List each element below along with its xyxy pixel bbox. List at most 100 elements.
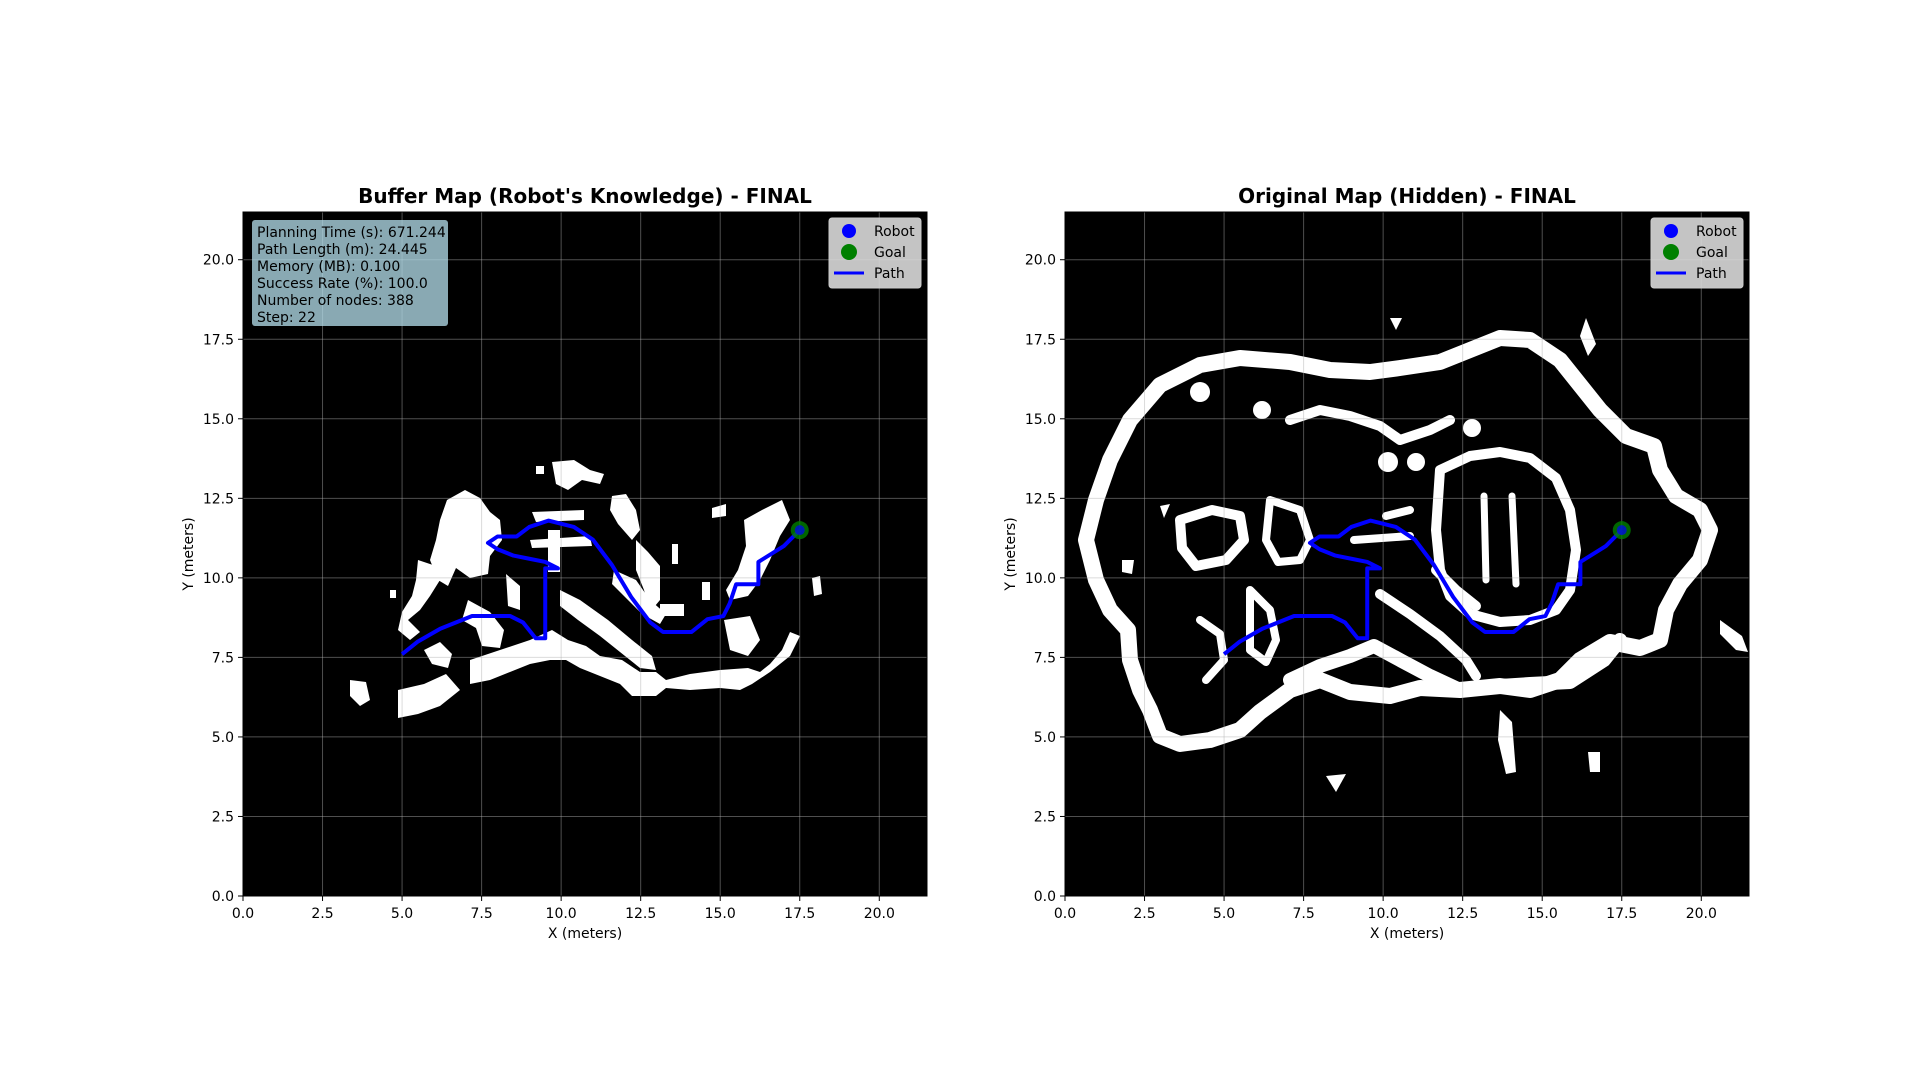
obstacle	[1378, 452, 1398, 472]
obstacle	[1262, 496, 1314, 566]
legend-goal-label: Goal	[874, 245, 906, 261]
legend: Robot Goal Path	[828, 217, 922, 289]
y-axis: 0.0 2.5 5.0 7.5 10.0 12.5 15.0 17.5 20.0	[1025, 253, 1065, 905]
x-tick-label: 2.5	[1133, 906, 1155, 922]
obstacle	[470, 630, 800, 696]
plot-frame	[242, 211, 928, 897]
obstacle	[610, 494, 640, 540]
obstacle	[1190, 382, 1210, 402]
x-tick-label: 2.5	[311, 906, 333, 922]
obstacle	[1350, 532, 1414, 544]
obstacle	[1326, 774, 1346, 792]
info-nodes: Number of nodes: 388	[257, 293, 414, 309]
x-tick-label: 0.0	[232, 906, 254, 922]
obstacle	[536, 466, 544, 474]
x-axis: 0.0 2.5 5.0 7.5 10.0 12.5 15.0 17.5 20.0	[232, 896, 895, 922]
obstacle	[612, 570, 666, 624]
x-tick-label: 20.0	[864, 906, 895, 922]
obstacle	[702, 582, 710, 600]
obstacle	[560, 590, 656, 670]
y-axis: 0.0 2.5 5.0 7.5 10.0 12.5 15.0 17.5 20.0	[203, 253, 243, 905]
obstacle	[672, 544, 678, 564]
obstacle	[1196, 616, 1228, 684]
y-tick-label: 12.5	[203, 491, 234, 507]
x-tick-label: 7.5	[1292, 906, 1314, 922]
obstacle	[424, 642, 452, 668]
obstacle	[532, 510, 584, 522]
chart-title: Original Map (Hidden) - FINAL	[1238, 184, 1576, 208]
obstacle	[812, 576, 822, 596]
legend-robot-icon	[842, 224, 856, 238]
info-box: Planning Time (s): 671.244 Path Length (…	[252, 220, 448, 326]
y-tick-label: 17.5	[203, 332, 234, 348]
obstacle	[1253, 401, 1271, 419]
x-tick-label: 12.5	[1447, 906, 1478, 922]
info-box-bg	[252, 220, 448, 326]
obstacle	[1463, 419, 1481, 437]
obstacle	[548, 530, 560, 572]
y-tick-label: 15.0	[203, 412, 234, 428]
info-success-rate: Success Rate (%): 100.0	[257, 276, 428, 292]
obstacle	[398, 560, 440, 640]
original-map-panel: Original Map (Hidden) - FINAL	[1003, 184, 1750, 942]
x-tick-label: 12.5	[625, 906, 656, 922]
obstacle	[398, 674, 460, 718]
y-tick-label: 5.0	[1034, 730, 1056, 746]
x-tick-label: 10.0	[546, 906, 577, 922]
y-tick-label: 0.0	[1034, 889, 1056, 905]
x-tick-label: 5.0	[391, 906, 413, 922]
obstacle	[1285, 405, 1455, 445]
x-tick-label: 15.0	[1527, 906, 1558, 922]
y-tick-label: 12.5	[1025, 491, 1056, 507]
obstacle	[636, 540, 660, 612]
y-tick-label: 5.0	[212, 730, 234, 746]
x-tick-label: 5.0	[1213, 906, 1235, 922]
robot-marker	[794, 525, 805, 536]
legend-robot-label: Robot	[874, 224, 915, 240]
obstacle	[1160, 504, 1170, 518]
obstacle	[660, 604, 684, 616]
buffer-map-panel: Buffer Map (Robot's Knowledge) - FINAL	[181, 184, 928, 942]
y-axis-label: Y (meters)	[181, 517, 197, 591]
info-planning-time: Planning Time (s): 671.244	[257, 225, 446, 241]
obstacle	[1390, 318, 1402, 330]
obstacle	[1498, 710, 1516, 774]
y-tick-label: 0.0	[212, 889, 234, 905]
obstacle	[1375, 589, 1481, 681]
x-tick-label: 17.5	[784, 906, 815, 922]
y-tick-label: 20.0	[1025, 253, 1056, 269]
obstacle	[506, 574, 520, 610]
obstacle	[1588, 752, 1600, 772]
x-tick-label: 7.5	[470, 906, 492, 922]
grid	[1065, 212, 1749, 896]
obstacle	[1580, 318, 1596, 356]
y-tick-label: 10.0	[203, 571, 234, 587]
legend: Robot Goal Path	[1650, 217, 1744, 289]
obstacle	[1720, 620, 1748, 652]
x-axis-label: X (meters)	[548, 926, 622, 942]
obstacle	[1246, 586, 1280, 666]
info-memory: Memory (MB): 0.100	[257, 259, 400, 275]
legend-path-label: Path	[874, 266, 905, 282]
obstacle	[462, 600, 504, 648]
y-tick-label: 2.5	[1034, 809, 1056, 825]
info-path-length: Path Length (m): 24.445	[257, 242, 428, 258]
x-tick-label: 0.0	[1054, 906, 1076, 922]
legend-path-label: Path	[1696, 266, 1727, 282]
plot-frame	[1064, 211, 1750, 897]
x-axis: 0.0 2.5 5.0 7.5 10.0 12.5 15.0 17.5 20.0	[1054, 896, 1717, 922]
legend-goal-label: Goal	[1696, 245, 1728, 261]
info-step: Step: 22	[257, 310, 316, 326]
y-tick-label: 17.5	[1025, 332, 1056, 348]
x-tick-label: 15.0	[705, 906, 736, 922]
chart-title: Buffer Map (Robot's Knowledge) - FINAL	[358, 184, 812, 208]
obstacle	[1382, 506, 1414, 520]
y-axis-label: Y (meters)	[1003, 517, 1019, 591]
legend-robot-icon	[1664, 224, 1678, 238]
robot-marker	[1616, 525, 1627, 536]
obstacle	[530, 536, 592, 548]
obstacle	[552, 460, 604, 490]
y-tick-label: 10.0	[1025, 571, 1056, 587]
obstacle	[350, 680, 370, 706]
x-axis-label: X (meters)	[1370, 926, 1444, 942]
